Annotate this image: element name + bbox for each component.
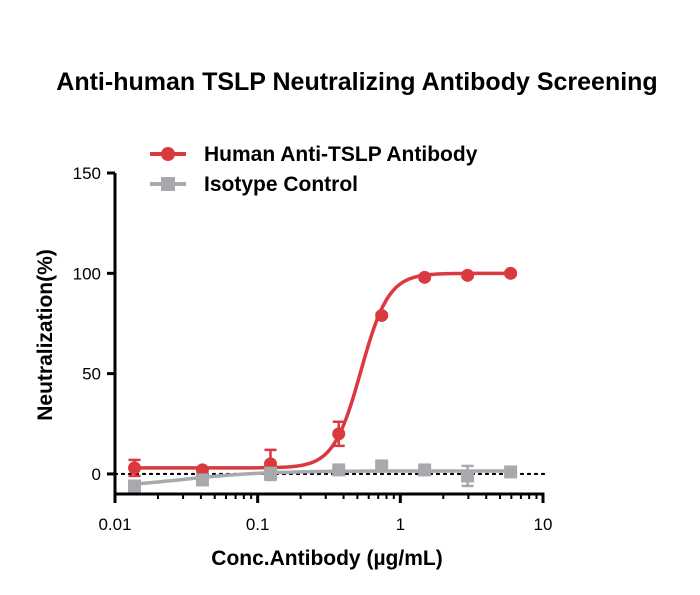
- x-tick-label-0.01: 0.01: [98, 515, 131, 534]
- legend-label-anti-tslp: Human Anti-TSLP Antibody: [204, 143, 478, 166]
- data-point-isotype: [375, 459, 389, 473]
- x-axis-title: Conc.Antibody (µg/mL): [211, 547, 442, 570]
- data-point-anti-tslp: [332, 427, 346, 441]
- y-tick-label-100: 100: [73, 264, 101, 283]
- legend-item-isotype: Isotype Control: [150, 173, 358, 196]
- data-point-isotype: [418, 463, 432, 477]
- data-point-anti-tslp: [375, 308, 389, 322]
- axes: [113, 173, 545, 496]
- data-point-isotype: [263, 467, 277, 481]
- legend-marker-anti-tslp: [161, 147, 175, 161]
- series-isotype: [128, 459, 518, 493]
- y-tick-label-0: 0: [92, 465, 101, 484]
- x-tick-label-10: 10: [534, 515, 553, 534]
- data-point-isotype: [461, 469, 475, 483]
- x-tick-label-1: 1: [396, 515, 405, 534]
- legend-label-isotype: Isotype Control: [204, 173, 358, 196]
- data-point-anti-tslp: [128, 461, 142, 475]
- data-point-isotype: [128, 479, 142, 493]
- legend-marker-isotype: [161, 177, 175, 191]
- chart-title: Anti-human TSLP Neutralizing Antibody Sc…: [56, 68, 657, 96]
- series-anti-tslp: [128, 266, 518, 480]
- x-tick-label-0.1: 0.1: [246, 515, 270, 534]
- data-point-anti-tslp: [504, 266, 518, 280]
- data-point-anti-tslp: [195, 463, 209, 477]
- legend: Human Anti-TSLP Antibody Isotype Control: [150, 143, 478, 196]
- y-tick-label-50: 50: [82, 365, 101, 384]
- data-point-isotype: [332, 463, 346, 477]
- data-point-isotype: [195, 473, 209, 487]
- legend-item-anti-tslp: Human Anti-TSLP Antibody: [150, 143, 478, 166]
- data-point-anti-tslp: [418, 270, 432, 284]
- plot-area: [113, 266, 549, 493]
- fit-curve-anti-tslp: [134, 271, 511, 470]
- data-point-isotype: [504, 465, 518, 479]
- y-tick-label-150: 150: [73, 164, 101, 183]
- y-axis-title: Neutralization(%): [34, 249, 57, 421]
- fit-curve-isotype: [134, 469, 511, 486]
- ticks: 0 50 100 150 0.01 0.1 1 10: [73, 164, 553, 534]
- data-point-anti-tslp: [461, 268, 475, 282]
